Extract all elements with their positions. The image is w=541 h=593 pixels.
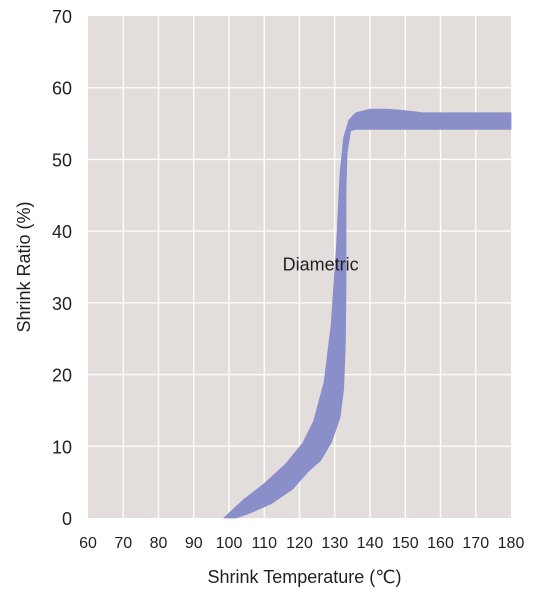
- x-tick-label: 160: [427, 535, 454, 552]
- x-tick-label: 140: [357, 535, 384, 552]
- y-axis-ticks: 0 10 20 30 40 50 60 70: [52, 7, 72, 529]
- x-tick-label: 80: [150, 535, 168, 552]
- y-tick-label: 40: [52, 222, 72, 242]
- x-tick-label: 130: [321, 535, 348, 552]
- x-tick-label: 70: [114, 535, 132, 552]
- x-tick-label: 100: [216, 535, 243, 552]
- y-tick-label: 0: [62, 509, 72, 529]
- y-tick-label: 70: [52, 7, 72, 27]
- y-tick-label: 30: [52, 294, 72, 314]
- x-tick-label: 150: [392, 535, 419, 552]
- grid-lines: [88, 16, 511, 518]
- y-tick-label: 10: [52, 437, 72, 457]
- data-series: [223, 108, 512, 519]
- x-axis-ticks: 60 70 80 90 100 110 120 130 140 150 160 170 180: [79, 535, 524, 552]
- x-axis-title: Shrink Temperature (℃): [208, 567, 402, 587]
- series-band-0: [223, 108, 512, 519]
- y-tick-label: 60: [52, 79, 72, 99]
- annotation-label: Diametric: [283, 255, 359, 275]
- x-tick-label: 180: [498, 535, 525, 552]
- y-tick-label: 20: [52, 366, 72, 386]
- y-axis-title: Shrink Ratio (%): [14, 201, 34, 332]
- x-tick-label: 90: [185, 535, 203, 552]
- x-tick-label: 120: [286, 535, 313, 552]
- x-tick-label: 110: [251, 535, 277, 552]
- y-tick-label: 50: [52, 150, 72, 170]
- annotations: Diametric: [283, 255, 359, 275]
- x-tick-label: 170: [462, 535, 489, 552]
- x-tick-label: 60: [79, 535, 97, 552]
